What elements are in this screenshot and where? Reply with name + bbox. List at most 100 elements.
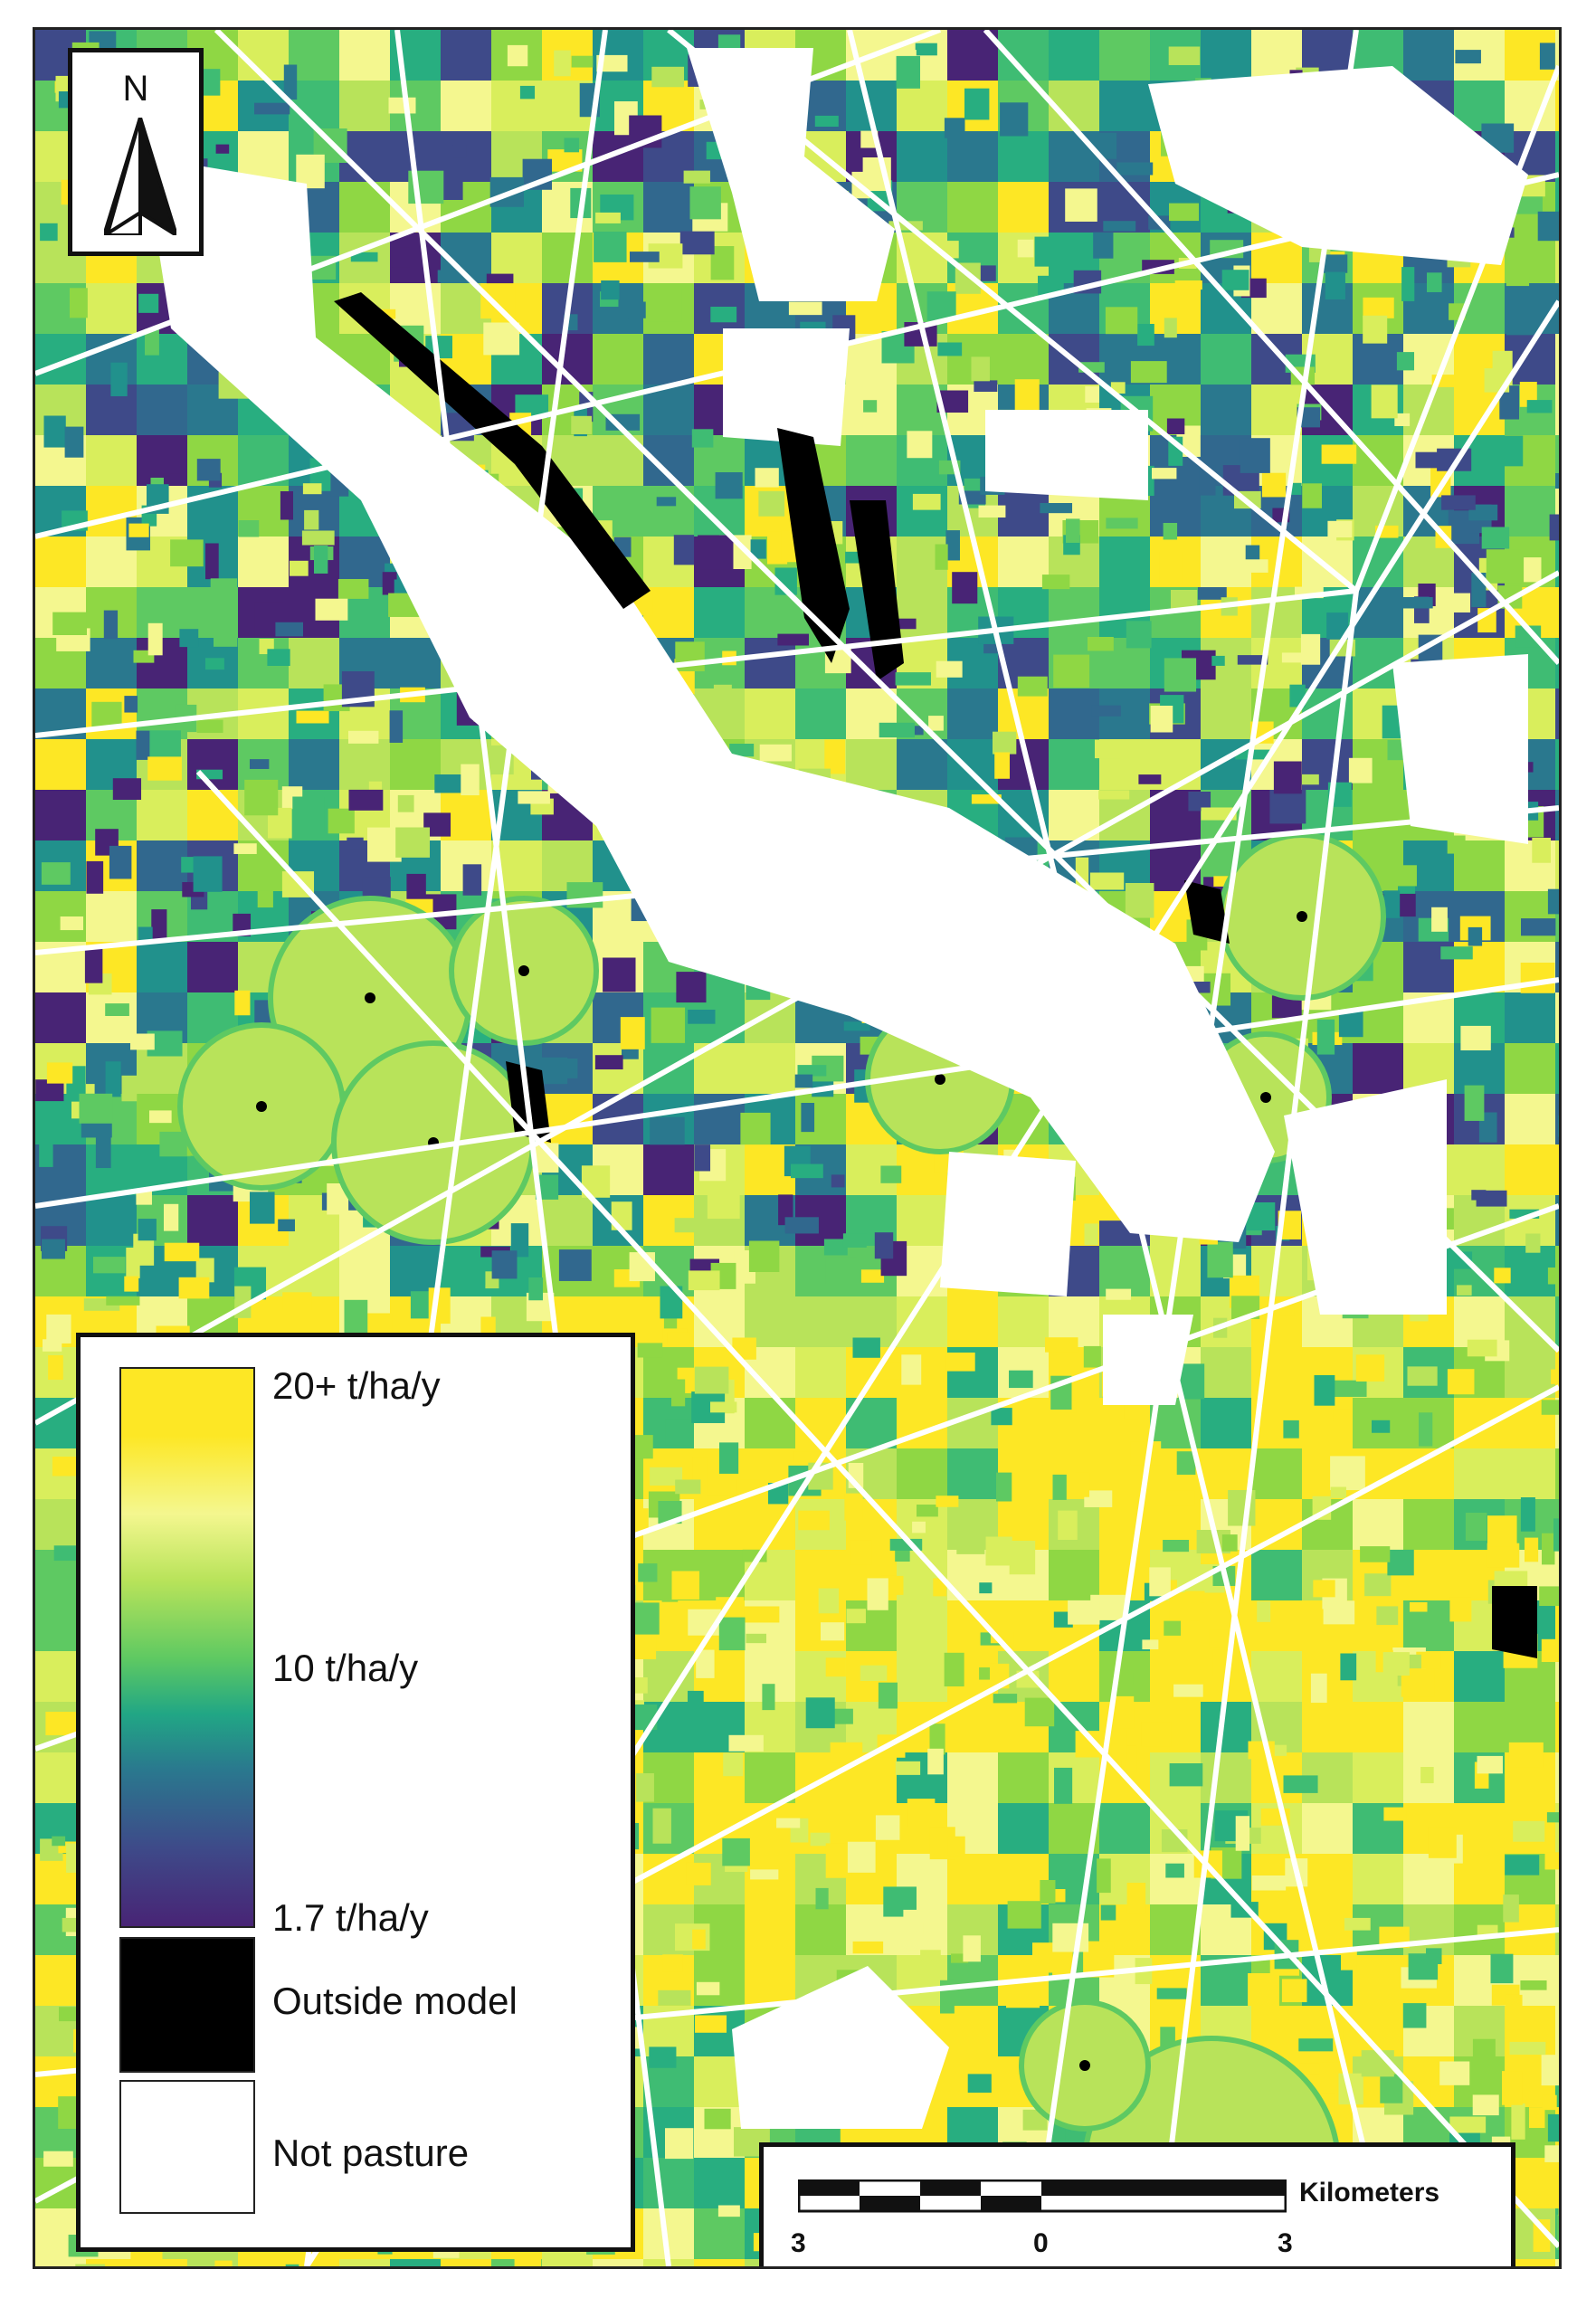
map-not-pasture-area <box>1284 1079 1447 1315</box>
legend-ramp-top-label: 20+ t/ha/y <box>272 1364 441 1407</box>
north-arrow-panel: N <box>68 48 204 256</box>
map-pixel-cluster <box>852 1337 880 1358</box>
map-pixel-cluster <box>147 756 182 781</box>
map-pixel-cluster <box>124 1276 139 1292</box>
map-field-patch <box>1302 1398 1353 1448</box>
map-pixel-cluster <box>1207 1241 1233 1278</box>
map-pixel-cluster <box>688 1270 720 1291</box>
map-pixel-cluster <box>967 2074 992 2094</box>
map-field-patch <box>1403 1499 1454 1550</box>
map-field-patch <box>745 587 795 638</box>
map-field-patch <box>1555 790 1559 840</box>
map-field-patch <box>1049 1651 1099 1702</box>
map-pixel-cluster <box>1235 1816 1250 1851</box>
map-pixel-cluster <box>1065 188 1097 222</box>
map-pixel-cluster <box>46 1314 71 1344</box>
map-pixel-cluster <box>1440 946 1473 960</box>
map-pixel-cluster <box>991 1408 1012 1426</box>
map-field-patch <box>1555 1398 1559 1448</box>
map-pixel-cluster <box>707 1189 740 1220</box>
map-pixel-cluster <box>179 629 199 648</box>
map-field-patch <box>1505 486 1555 537</box>
map-pixel-cluster <box>147 622 163 656</box>
map-pixel-cluster <box>759 744 792 762</box>
map-field-patch <box>1403 1854 1454 1904</box>
map-pixel-cluster <box>149 730 181 758</box>
map-pixel-cluster <box>993 1694 1018 1704</box>
map-pixel-cluster <box>1007 1901 1041 1929</box>
map-field-patch <box>1251 1651 1302 1702</box>
map-pixel-cluster <box>777 633 809 646</box>
map-pixel-cluster <box>1098 790 1130 800</box>
map-pixel-cluster <box>205 543 219 580</box>
map-field-patch <box>1302 1854 1353 1904</box>
map-pixel-cluster <box>1547 1268 1559 1285</box>
map-field-patch <box>137 840 187 891</box>
map-field-patch <box>897 1955 947 2006</box>
map-pixel-cluster <box>1428 1827 1457 1858</box>
map-pixel-cluster <box>825 1257 857 1285</box>
map-field-patch <box>998 182 1049 233</box>
map-pixel-cluster <box>518 791 550 804</box>
map-pixel-cluster <box>1313 1580 1335 1598</box>
map-pixel-cluster <box>889 618 917 630</box>
map-pixel-cluster <box>328 808 355 834</box>
map-pivot-center <box>1079 2060 1090 2071</box>
map-pixel-cluster <box>250 1192 275 1224</box>
map-pixel-cluster <box>629 1252 655 1282</box>
map-pixel-cluster <box>1281 1979 1307 2003</box>
map-pixel-cluster <box>554 50 571 77</box>
map-pixel-cluster <box>970 1554 987 1570</box>
map-field-patch <box>1251 1550 1302 1600</box>
map-pixel-cluster <box>831 1174 845 1188</box>
map-pixel-cluster <box>257 890 273 908</box>
map-field-patch <box>1555 537 1559 587</box>
map-pixel-cluster <box>956 1540 985 1554</box>
map-pixel-cluster <box>935 544 948 570</box>
map-pixel-cluster <box>718 1617 746 1651</box>
map-field-patch <box>1049 688 1099 739</box>
map-field-patch <box>1555 1043 1559 1094</box>
map-pixel-cluster <box>138 1219 157 1241</box>
map-pixel-cluster <box>665 1419 691 1446</box>
map-pixel-cluster <box>951 1953 969 1963</box>
map-pixel-cluster <box>688 1690 704 1715</box>
map-pixel-cluster <box>649 2046 677 2068</box>
map-pixel-cluster <box>696 1981 720 1996</box>
map-pixel-cluster <box>348 730 379 744</box>
map-road <box>983 30 1559 666</box>
map-field-patch <box>998 131 1049 182</box>
map-field-patch <box>187 2259 238 2266</box>
map-field-patch <box>1555 1550 1559 1600</box>
map-pixel-cluster <box>1240 438 1270 473</box>
map-pixel-cluster <box>1513 1820 1545 1842</box>
map-pixel-cluster <box>1544 2145 1559 2162</box>
map-field-patch <box>1555 688 1559 739</box>
map-field-patch <box>238 2259 289 2266</box>
map-field-patch <box>1555 2006 1559 2056</box>
map-pixel-cluster <box>1487 1543 1520 1568</box>
map-pixel-cluster <box>1340 1653 1357 1681</box>
map-pixel-cluster <box>1360 1546 1391 1562</box>
map-pixel-cluster <box>1038 275 1064 296</box>
map-field-patch <box>1555 385 1559 435</box>
map-pixel-cluster <box>1126 621 1152 649</box>
map-pixel-cluster <box>843 1021 870 1031</box>
map-pixel-cluster <box>625 1149 640 1166</box>
map-field-patch <box>1505 840 1559 891</box>
map-pixel-cluster <box>1499 385 1520 420</box>
map-pixel-cluster <box>1024 1697 1055 1727</box>
map-pixel-cluster <box>1407 1366 1438 1386</box>
map-field-patch <box>1555 486 1559 537</box>
map-pixel-cluster <box>927 1748 944 1775</box>
map-pixel-cluster <box>1376 1606 1399 1626</box>
map-pixel-cluster <box>1310 1673 1327 1704</box>
map-pixel-cluster <box>1330 1486 1346 1498</box>
map-pixel-cluster <box>205 658 224 670</box>
map-pixel-cluster <box>43 2151 73 2167</box>
map-pixel-cluster <box>124 696 138 713</box>
map-pixel-cluster <box>880 1165 902 1183</box>
map-pixel-cluster <box>620 1017 645 1049</box>
map-field-patch <box>1555 30 1559 81</box>
map-pixel-cluster <box>558 1249 592 1281</box>
